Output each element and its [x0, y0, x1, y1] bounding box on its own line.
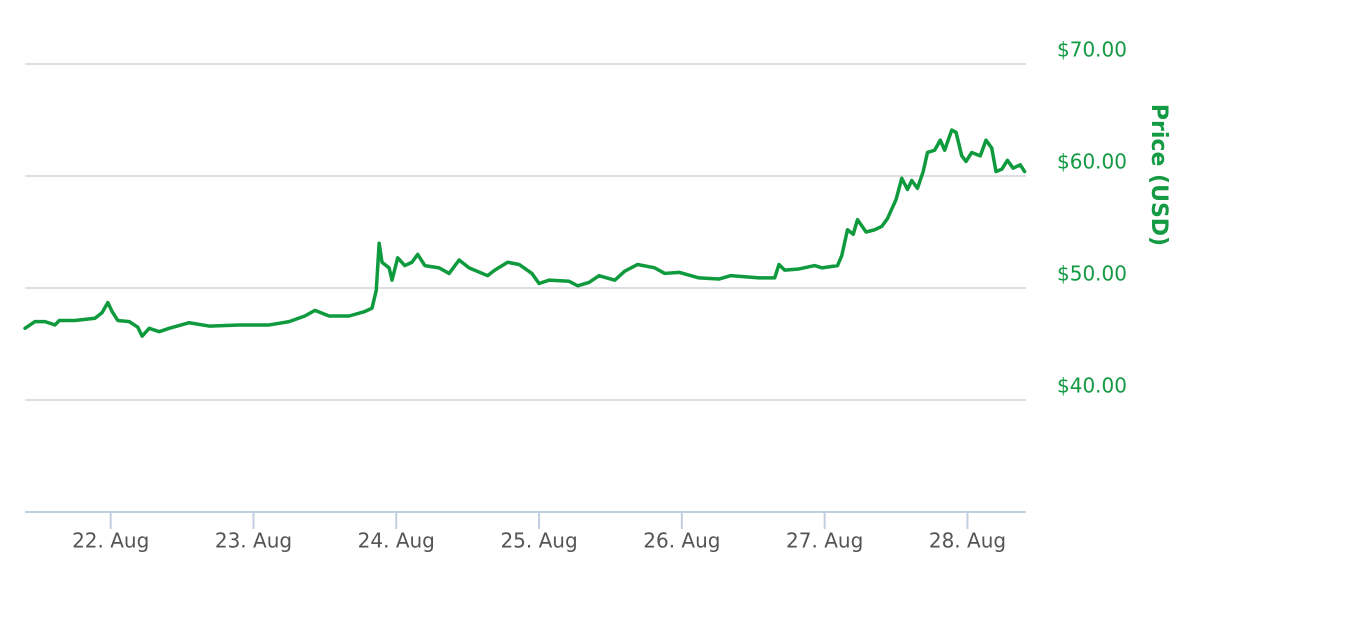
- x-tick-label: 26. Aug: [643, 529, 720, 553]
- x-tick-label: 24. Aug: [358, 529, 435, 553]
- x-tick-label: 27. Aug: [786, 529, 863, 553]
- y-tick-label: $70.00: [1057, 38, 1127, 62]
- y-tick-label: $40.00: [1057, 374, 1127, 398]
- y-tick-label: $60.00: [1057, 150, 1127, 174]
- price-line: [23, 128, 1027, 338]
- x-tick-label: 28. Aug: [929, 529, 1006, 553]
- x-tick-label: 23. Aug: [215, 529, 292, 553]
- x-tick-label: 25. Aug: [500, 529, 577, 553]
- y-axis-title: Price (USD): [1146, 104, 1171, 246]
- x-tick-label: 22. Aug: [72, 529, 149, 553]
- y-tick-label: $50.00: [1057, 262, 1127, 286]
